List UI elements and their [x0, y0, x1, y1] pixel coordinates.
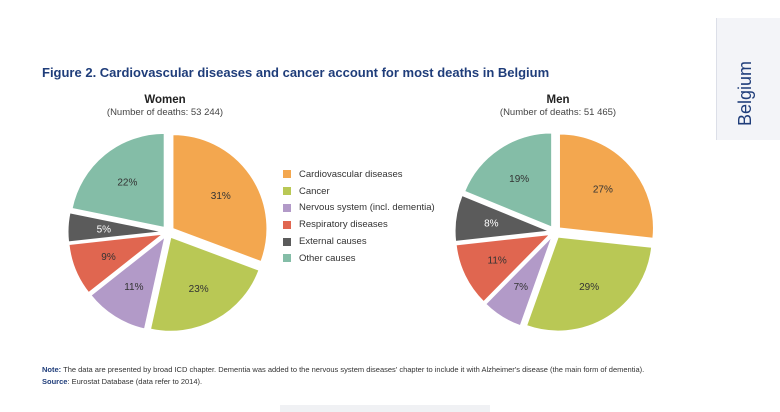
legend-item: Nervous system (incl. dementia) [283, 200, 435, 217]
slice-value-label: 19% [509, 174, 529, 185]
chart-legend: Cardiovascular diseases Cancer Nervous s… [283, 166, 435, 267]
legend-label: Cancer [299, 185, 330, 197]
pie-slice [454, 194, 550, 242]
legend-item: Cardiovascular diseases [283, 166, 435, 183]
pie-slice [149, 236, 260, 332]
legend-swatch [283, 254, 291, 263]
note-text: The data are presented by broad ICD chap… [61, 365, 645, 374]
legend-item: External causes [283, 233, 435, 250]
slice-value-label: 31% [211, 191, 231, 202]
women-pie: 31% 23% 11% 9% 5% 22% [67, 132, 268, 332]
page-bottom-bar [280, 405, 490, 412]
legend-item: Other causes [283, 250, 435, 267]
slice-value-label: 27% [593, 185, 613, 196]
legend-label: Respiratory diseases [299, 219, 388, 231]
slice-value-label: 5% [97, 225, 112, 236]
legend-item: Cancer [283, 183, 435, 200]
slice-value-label: 22% [117, 178, 137, 189]
note-label: Note: [42, 365, 62, 374]
men-chart-title: Men [546, 94, 570, 106]
men-pie: 27% 29% 7% 11% 8% 19% [454, 132, 654, 332]
slice-value-label: 7% [514, 282, 529, 293]
slice-value-label: 29% [579, 282, 599, 293]
source-text: : Eurostat Database (data refer to 2014)… [67, 377, 203, 386]
men-chart-subtitle: (Number of deaths: 51 465) [499, 107, 617, 118]
legend-swatch [283, 170, 291, 179]
slice-value-label: 11% [124, 282, 143, 293]
legend-swatch [283, 220, 291, 229]
legend-label: Other causes [299, 252, 356, 264]
legend-swatch [283, 203, 291, 212]
pie-slice [558, 133, 654, 239]
slice-value-label: 8% [484, 219, 499, 230]
source-label: Source [42, 377, 68, 386]
legend-swatch [283, 187, 291, 196]
pie-slice [68, 233, 165, 294]
women-chart-title: Women [144, 94, 186, 106]
legend-swatch [283, 237, 291, 246]
pie-slice [71, 132, 165, 228]
pie-slice [464, 132, 553, 228]
country-side-tab: Belgium [716, 18, 780, 140]
legend-label: Cardiovascular diseases [299, 168, 403, 180]
legend-item: Respiratory diseases [283, 216, 435, 233]
pie-slice [526, 236, 653, 332]
pie-slice [485, 236, 553, 327]
figure-notes: Note: The data are presented by broad IC… [42, 364, 644, 388]
slice-value-label: 11% [488, 256, 507, 267]
figure-title: Figure 2. Cardiovascular diseases and ca… [42, 65, 550, 80]
legend-label: External causes [299, 236, 367, 248]
note-line: Note: The data are presented by broad IC… [42, 364, 644, 376]
slice-value-label: 9% [101, 252, 116, 263]
women-chart-header: Women (Number of deaths: 53 244) [90, 94, 240, 118]
source-line: Source: Eurostat Database (data refer to… [42, 376, 644, 388]
men-chart-header: Men (Number of deaths: 51 465) [483, 94, 633, 118]
pie-slice [455, 233, 551, 303]
women-chart-subtitle: (Number of deaths: 53 244) [106, 107, 224, 118]
pie-slice [90, 235, 166, 330]
slice-value-label: 23% [189, 284, 209, 295]
pie-slice [172, 134, 268, 263]
pie-slice [67, 212, 163, 243]
legend-label: Nervous system (incl. dementia) [299, 202, 435, 214]
